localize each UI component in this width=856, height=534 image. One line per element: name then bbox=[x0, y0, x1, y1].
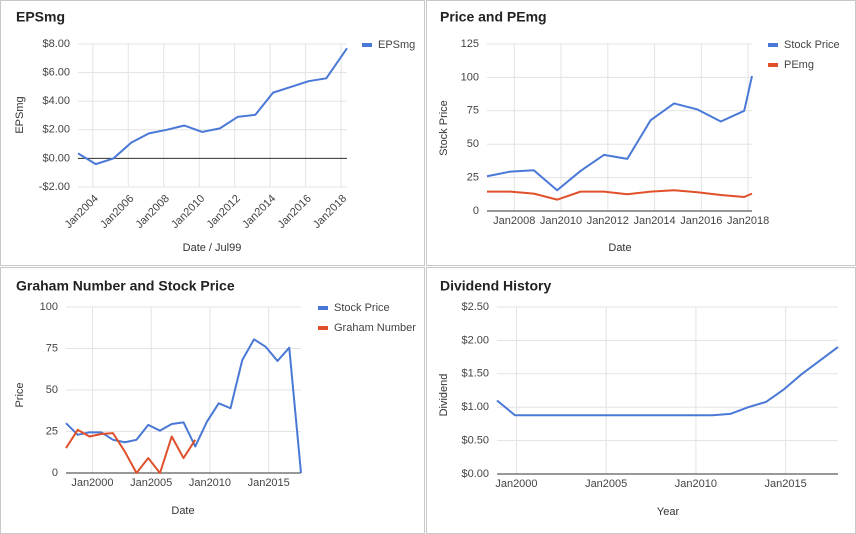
x-tick-label: Jan2000 bbox=[495, 478, 537, 490]
y-tick-label: $0.00 bbox=[42, 152, 70, 164]
panel bbox=[0, 0, 425, 266]
x-tick-label: Jan2015 bbox=[248, 477, 290, 489]
y-axis-title: Stock Price bbox=[438, 100, 450, 156]
y-tick-label: 0 bbox=[52, 467, 58, 479]
y-tick-label: 0 bbox=[473, 205, 479, 217]
panel bbox=[0, 267, 425, 534]
panel bbox=[426, 0, 856, 266]
y-tick-label: 75 bbox=[467, 105, 479, 117]
y-tick-label: 75 bbox=[46, 342, 58, 354]
y-tick-label: $6.00 bbox=[42, 67, 70, 79]
chart-title: Graham Number and Stock Price bbox=[16, 278, 235, 294]
y-tick-label: $1.50 bbox=[461, 368, 489, 380]
x-tick-label: Jan2016 bbox=[680, 215, 722, 227]
y-axis-title: Dividend bbox=[438, 374, 450, 417]
series-line bbox=[65, 338, 302, 474]
y-axis-title: EPSmg bbox=[14, 96, 26, 133]
x-tick-label: Jan2018 bbox=[727, 215, 769, 227]
y-tick-label: 25 bbox=[46, 425, 58, 437]
y-axis-title: Price bbox=[14, 382, 26, 407]
chart-title: Price and PEmg bbox=[440, 9, 547, 25]
x-tick-label: Jan2005 bbox=[130, 477, 172, 489]
y-tick-label: 50 bbox=[467, 138, 479, 150]
series-line bbox=[486, 75, 753, 192]
y-tick-label: 100 bbox=[40, 301, 58, 313]
y-tick-label: 125 bbox=[461, 38, 479, 50]
x-tick-label: Jan2015 bbox=[765, 478, 807, 490]
y-tick-label: -$2.00 bbox=[39, 181, 70, 193]
legend-label: Stock Price bbox=[784, 39, 840, 51]
x-tick-label: Jan2005 bbox=[585, 478, 627, 490]
y-tick-label: $2.50 bbox=[461, 301, 489, 313]
x-tick-label: Jan2014 bbox=[633, 215, 675, 227]
series-line bbox=[65, 428, 197, 474]
x-tick-label: Jan2010 bbox=[189, 477, 231, 489]
legend-label: Stock Price bbox=[334, 302, 390, 314]
legend-label: PEmg bbox=[784, 59, 814, 71]
x-tick-label: Jan2010 bbox=[540, 215, 582, 227]
y-tick-label: $0.00 bbox=[461, 468, 489, 480]
x-tick-label: Jan2008 bbox=[493, 215, 535, 227]
series-line bbox=[77, 47, 348, 166]
series-line bbox=[496, 346, 839, 417]
series-line bbox=[487, 189, 753, 201]
x-tick-label: Jan2012 bbox=[587, 215, 629, 227]
y-tick-label: $0.50 bbox=[461, 435, 489, 447]
y-tick-label: $8.00 bbox=[42, 38, 70, 50]
y-tick-label: $4.00 bbox=[42, 95, 70, 107]
y-tick-label: 50 bbox=[46, 384, 58, 396]
y-tick-label: $2.00 bbox=[461, 334, 489, 346]
y-tick-label: $2.00 bbox=[42, 124, 70, 136]
legend-label: Graham Number bbox=[334, 322, 416, 334]
y-tick-label: 25 bbox=[467, 172, 479, 184]
x-axis-title: Date bbox=[171, 505, 194, 517]
chart-title: EPSmg bbox=[16, 9, 65, 25]
y-tick-label: 100 bbox=[461, 71, 479, 83]
x-tick-label: Jan2000 bbox=[71, 477, 113, 489]
x-axis-title: Date bbox=[608, 242, 631, 254]
x-axis-title: Year bbox=[657, 506, 680, 518]
y-tick-label: $1.00 bbox=[461, 401, 489, 413]
legend-label: EPSmg bbox=[378, 39, 415, 51]
x-tick-label: Jan2010 bbox=[675, 478, 717, 490]
chart-title: Dividend History bbox=[440, 278, 551, 294]
x-axis-title: Date / Jul99 bbox=[183, 242, 242, 254]
